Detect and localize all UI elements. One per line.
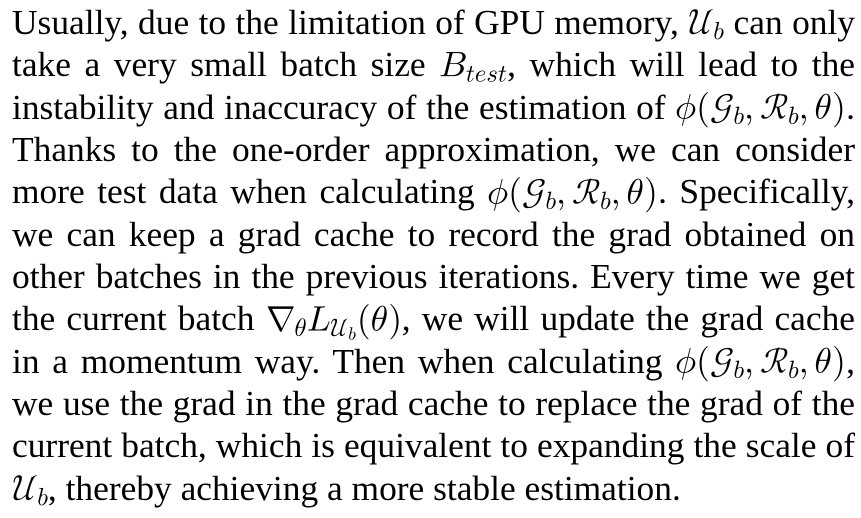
paragraph: Usually, due to the limitation of GPU me… [12, 0, 855, 509]
text-run: . Specifically, [658, 171, 855, 212]
text-run: Usually, due to the limitation of GPU me… [12, 2, 689, 42]
text-run: , [846, 340, 855, 381]
text-run: we use the grad in the grad cache to rep… [12, 383, 855, 424]
paragraph-line-1: Usually, due to the limitation of GPU me… [12, 1, 855, 43]
paragraph-line-5: more test data when calculating . Specif… [12, 170, 855, 213]
paragraph-line-12: , thereby achieving a more stable estima… [12, 467, 855, 509]
text-run: other batches in the previous iterations… [12, 256, 855, 297]
paragraph-line-3: instability and inaccuracy of the estima… [12, 86, 855, 128]
math-phiGRtheta [677, 92, 843, 128]
text-run: we can keep a grad cache to record the g… [12, 213, 855, 254]
text-run: Thanks to the one-order approximation, w… [12, 129, 855, 170]
paragraph-line-7: other batches in the previous iterations… [12, 255, 855, 297]
text-run: current batch, which is equivalent to ex… [12, 425, 855, 466]
text-run: . [846, 86, 855, 127]
paragraph-line-6: we can keep a grad cache to record the g… [12, 213, 855, 255]
text-run: , thereby achieving a more stable estima… [47, 467, 681, 508]
math-phiGRtheta [677, 346, 843, 382]
text-run: , we will update the grad cache [401, 298, 855, 339]
paragraph-line-10: we use the grad in the grad cache to rep… [12, 382, 855, 424]
text-run: in a momentum way. Then when calculating [12, 340, 676, 381]
paragraph-line-11: current batch, which is equivalent to ex… [12, 424, 855, 466]
text-run: instability and inaccuracy of the estima… [12, 86, 676, 127]
text-run: can only [724, 2, 855, 42]
paragraph-line-9: in a momentum way. Then when calculating… [12, 340, 855, 382]
paragraph-line-4: Thanks to the one-order approximation, w… [12, 128, 855, 170]
math-Btest [440, 52, 507, 82]
text-run: , which will lead to the [507, 44, 855, 85]
text-run: the current batch [12, 298, 266, 339]
math-Ub [689, 9, 724, 40]
text-run: more test data when calculating [12, 171, 488, 212]
paragraph-line-2: take a very small batch size , which wil… [12, 43, 855, 85]
math-Ub [13, 475, 48, 506]
text-run: take a very small batch size [12, 44, 440, 85]
math-nablaLUbtheta [267, 303, 399, 340]
paragraph-line-8: the current batch , we will update the g… [12, 297, 855, 340]
math-phiGRtheta [488, 176, 655, 213]
